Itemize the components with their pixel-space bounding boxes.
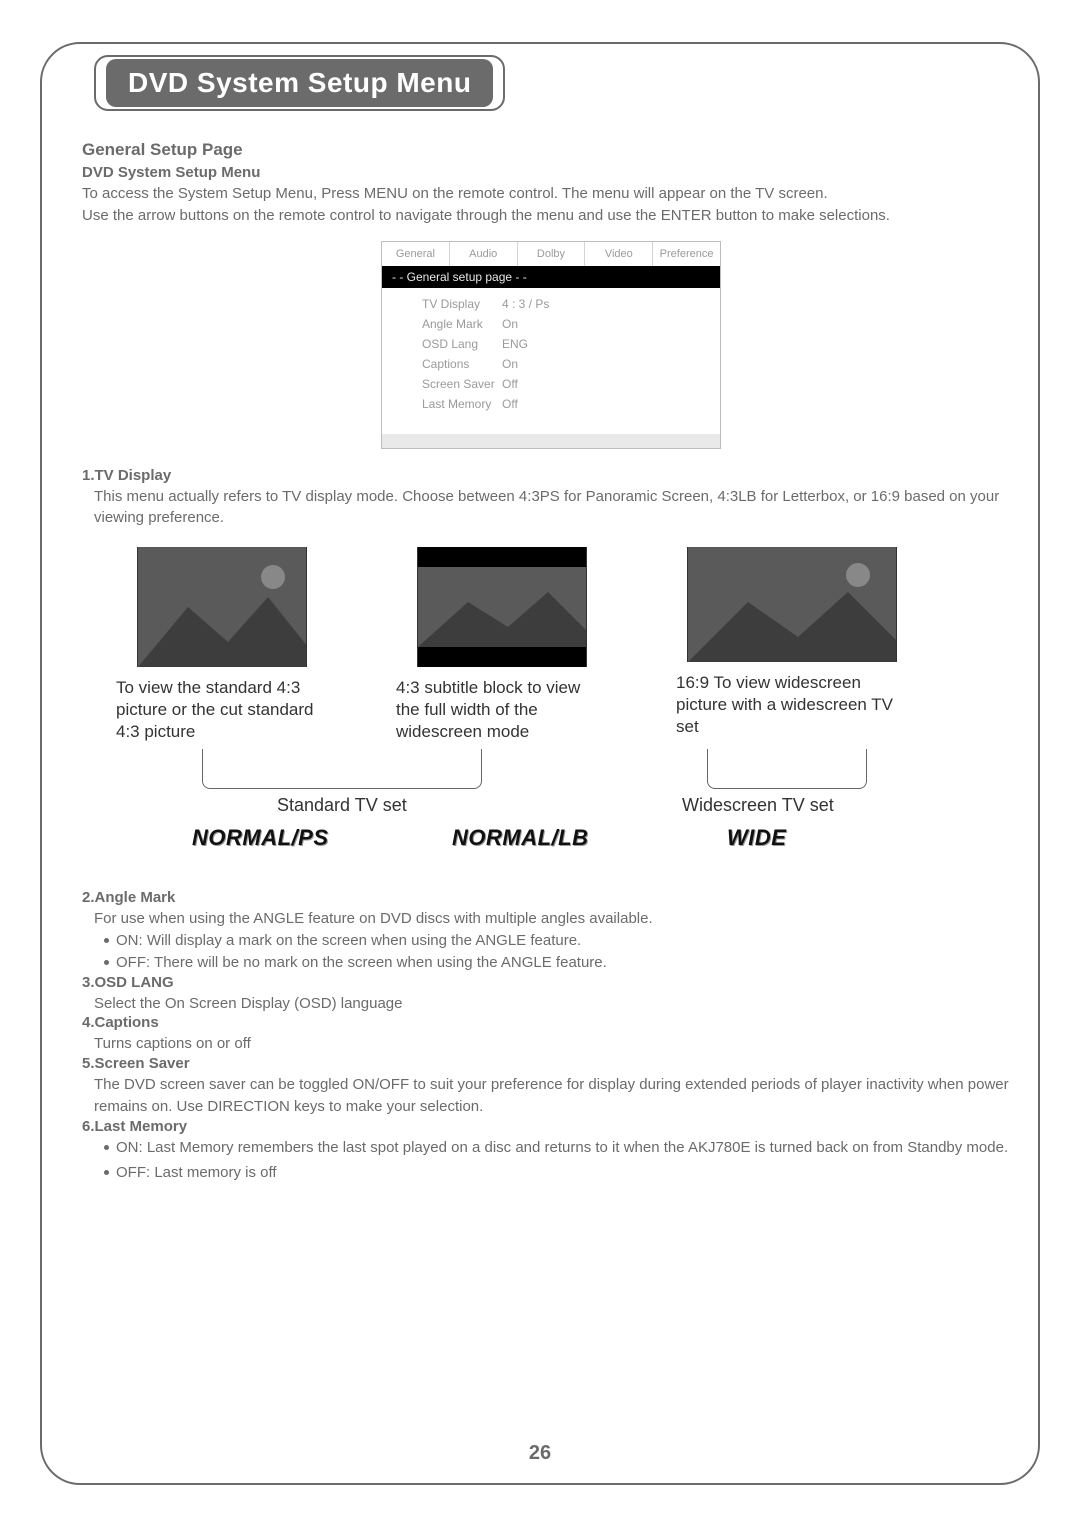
menu-rows: TV Display4 : 3 / Ps Angle MarkOn OSD La… xyxy=(382,288,720,434)
tv-display-desc: This menu actually refers to TV display … xyxy=(94,486,1020,530)
screen-saver-heading: 5.Screen Saver xyxy=(82,1055,1020,1072)
menu-row: Screen SaverOff xyxy=(382,374,720,394)
menu-screenshot: General Audio Dolby Video Preference - -… xyxy=(381,241,721,449)
badge-normal-lb: NORMAL/LB xyxy=(452,825,588,851)
landscape-icon xyxy=(138,547,306,667)
landscape-icon xyxy=(418,547,586,667)
osd-lang-heading: 3.OSD LANG xyxy=(82,974,1020,991)
page-number: 26 xyxy=(0,1442,1080,1465)
angle-mark-heading: 2.Angle Mark xyxy=(82,889,1020,906)
tv-col-wide: 16:9 To view widescreen picture with a w… xyxy=(672,547,912,743)
tv-caption: 16:9 To view widescreen picture with a w… xyxy=(672,672,912,738)
menu-tab-general: General xyxy=(382,242,450,266)
set-label-standard: Standard TV set xyxy=(277,795,407,816)
title-tab-outer: DVD System Setup Menu xyxy=(94,55,505,111)
menu-tab-audio: Audio xyxy=(450,242,518,266)
mode-badges: NORMAL/PS NORMAL/LB WIDE xyxy=(82,825,1020,865)
menu-tab-dolby: Dolby xyxy=(518,242,586,266)
tv-caption: 4:3 subtitle block to view the full widt… xyxy=(392,677,612,743)
captions-desc: Turns captions on or off xyxy=(94,1033,1020,1055)
menu-row: Last MemoryOff xyxy=(382,394,720,414)
menu-tab-video: Video xyxy=(585,242,653,266)
angle-mark-on: ON: Will display a mark on the screen wh… xyxy=(94,930,1020,952)
osd-lang-desc: Select the On Screen Display (OSD) langu… xyxy=(94,993,1020,1015)
section-subheading: DVD System Setup Menu xyxy=(82,164,1020,181)
badge-wide: WIDE xyxy=(727,825,786,851)
menu-row: CaptionsOn xyxy=(382,354,720,374)
tv-display-heading: 1.TV Display xyxy=(82,467,1020,484)
section-captions: 4.Captions Turns captions on or off xyxy=(82,1014,1020,1055)
set-label-widescreen: Widescreen TV set xyxy=(682,795,834,816)
page-title: DVD System Setup Menu xyxy=(106,59,493,107)
menu-tabs: General Audio Dolby Video Preference xyxy=(382,242,720,266)
title-tab-wrap: DVD System Setup Menu xyxy=(80,51,519,115)
tv-thumb-image xyxy=(137,547,307,667)
section-heading-general: General Setup Page xyxy=(82,140,1020,160)
bracket-widescreen xyxy=(707,749,867,789)
captions-heading: 4.Captions xyxy=(82,1014,1020,1031)
tv-col-lb: 4:3 subtitle block to view the full widt… xyxy=(392,547,612,743)
menu-footer-bar xyxy=(382,434,720,448)
screen-saver-desc: The DVD screen saver can be toggled ON/O… xyxy=(94,1074,1020,1118)
tv-caption: To view the standard 4:3 picture or the … xyxy=(112,677,332,743)
badge-normal-ps: NORMAL/PS xyxy=(192,825,329,851)
angle-mark-off: OFF: There will be no mark on the screen… xyxy=(94,952,1020,974)
menu-subhead: - - General setup page - - xyxy=(382,266,720,288)
intro-paragraph-2: Use the arrow buttons on the remote cont… xyxy=(82,205,1020,227)
menu-tab-preference: Preference xyxy=(653,242,720,266)
content: General Setup Page DVD System Setup Menu… xyxy=(82,140,1020,1184)
tv-thumb-image xyxy=(687,547,897,662)
landscape-icon xyxy=(688,547,896,662)
tv-display-comparison: To view the standard 4:3 picture or the … xyxy=(112,547,1020,743)
section-last-memory: 6.Last Memory ON: Last Memory remembers … xyxy=(82,1118,1020,1185)
bracket-standard xyxy=(202,749,482,789)
last-memory-off: OFF: Last memory is off xyxy=(94,1162,1020,1184)
tv-col-ps: To view the standard 4:3 picture or the … xyxy=(112,547,332,743)
last-memory-heading: 6.Last Memory xyxy=(82,1118,1020,1135)
bracket-row: Standard TV set Widescreen TV set xyxy=(82,749,1020,819)
menu-row: Angle MarkOn xyxy=(382,314,720,334)
section-screen-saver: 5.Screen Saver The DVD screen saver can … xyxy=(82,1055,1020,1118)
intro-paragraph-1: To access the System Setup Menu, Press M… xyxy=(82,183,1020,205)
last-memory-on: ON: Last Memory remembers the last spot … xyxy=(94,1137,1020,1159)
menu-row: OSD LangENG xyxy=(382,334,720,354)
section-angle-mark: 2.Angle Mark For use when using the ANGL… xyxy=(82,889,1020,973)
angle-mark-desc: For use when using the ANGLE feature on … xyxy=(94,908,1020,930)
tv-thumb-image xyxy=(417,547,587,667)
section-osd-lang: 3.OSD LANG Select the On Screen Display … xyxy=(82,974,1020,1015)
menu-row: TV Display4 : 3 / Ps xyxy=(382,294,720,314)
